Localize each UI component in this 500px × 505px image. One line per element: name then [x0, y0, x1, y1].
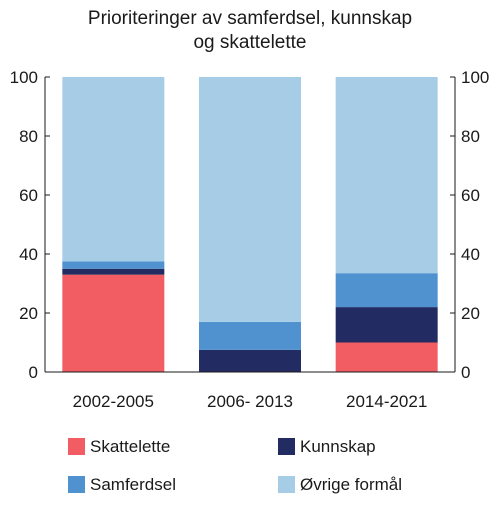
x-tick-label: 2002-2005 — [73, 392, 154, 411]
y-tick-label-left: 60 — [19, 186, 38, 205]
bar-segment-2-3 — [335, 307, 438, 343]
x-tick-label: 2014-2021 — [346, 392, 427, 411]
bar-segment-2-2 — [199, 349, 301, 372]
bar-segment-4-2 — [199, 77, 301, 322]
y-tick-label-right: 60 — [461, 186, 480, 205]
bar-segment-1-1 — [62, 274, 165, 372]
y-tick-label-left: 20 — [19, 304, 38, 323]
legend-swatch — [278, 476, 295, 493]
y-tick-label-left: 40 — [19, 245, 38, 264]
y-tick-label-right: 80 — [461, 127, 480, 146]
legend-label: Kunnskap — [300, 437, 376, 456]
y-tick-label-left: 80 — [19, 127, 38, 146]
bar-segment-4-3 — [335, 77, 438, 274]
chart-title-line-2: og skattelette — [193, 32, 306, 53]
y-tick-label-right: 40 — [461, 245, 480, 264]
chart-title: Prioriteringer av samferdsel, kunnskap o… — [88, 8, 412, 53]
bar-segment-4-1 — [62, 77, 165, 262]
legend: Skattelette Kunnskap Samferdsel Øvrige form… — [68, 437, 402, 494]
x-tick-label: 2006- 2013 — [207, 392, 293, 411]
bar-segment-3-3 — [335, 273, 438, 308]
bar-segment-3-2 — [199, 321, 301, 350]
bar-segment-2-1 — [62, 268, 165, 275]
legend-swatch — [68, 476, 85, 493]
legend-swatch — [68, 438, 85, 455]
bar-segment-1-3 — [335, 342, 438, 372]
bars-layer — [62, 77, 438, 372]
bar-segment-3-1 — [62, 261, 165, 269]
legend-label: Øvrige formål — [300, 475, 402, 494]
chart-title-line-1: Prioriteringer av samferdsel, kunnskap — [88, 8, 412, 29]
legend-label: Samferdsel — [90, 475, 176, 494]
y-tick-label-left: 0 — [29, 363, 38, 382]
y-tick-label-right: 100 — [461, 68, 489, 87]
y-tick-label-right: 20 — [461, 304, 480, 323]
legend-label: Skattelette — [90, 437, 170, 456]
y-tick-label-left: 100 — [10, 68, 38, 87]
axes-layer: 2002-2005 2006- 2013 2014-2021 0 0 20 20 40 40 60… — [10, 68, 490, 411]
legend-swatch — [278, 438, 295, 455]
y-tick-label-right: 0 — [461, 363, 470, 382]
